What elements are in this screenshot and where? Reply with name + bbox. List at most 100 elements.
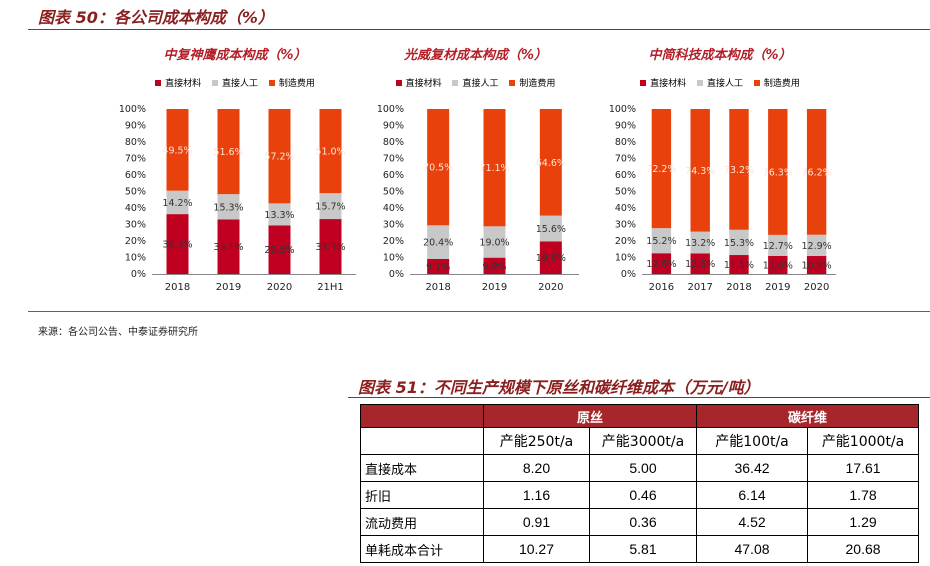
legend-swatch: [155, 79, 162, 86]
legend-item-material: 直接材料: [155, 76, 201, 89]
bar-segment: [217, 109, 240, 195]
y-tick-label: 70%: [615, 154, 636, 165]
y-tick-label: 0%: [131, 269, 146, 280]
bar-segment: [806, 109, 827, 235]
y-tick-label: 70%: [125, 154, 146, 165]
bar-segment: [651, 228, 672, 254]
bar-segment: [427, 225, 450, 259]
legend-item-manufacturing: 制造费用: [509, 76, 555, 89]
y-tick-label: 50%: [383, 187, 404, 198]
group-header-precursor: 原丝: [482, 404, 698, 428]
bar-segment: [166, 109, 189, 191]
data-label: 20.4%: [423, 238, 453, 249]
y-tick-label: 30%: [615, 220, 636, 231]
bar-segment: [768, 109, 788, 235]
legend-label: 制造费用: [763, 79, 800, 89]
y-tick-label: 60%: [615, 170, 636, 181]
table-row: 直接成本 8.20 5.00 36.42 17.61: [360, 454, 920, 482]
y-tick-label: 0%: [621, 269, 636, 280]
table-cell: 20.68: [807, 535, 920, 563]
bar-segment: [729, 255, 749, 274]
table-group-row: 原丝 碳纤维: [360, 404, 920, 428]
table-cell: 1.29: [807, 508, 920, 536]
y-tick-label: 100%: [377, 104, 404, 115]
chart-legend: 直接材料 直接人工 制造费用: [368, 76, 583, 89]
legend-swatch: [696, 79, 703, 86]
bar-segment: [268, 225, 291, 274]
chart-guangwei: 光威复材成本构成（%） 直接材料 直接人工 制造费用 0% 10% 20% 30% 40…: [368, 44, 583, 304]
legend-item-labor: 直接人工: [696, 76, 743, 89]
chart-legend: 直接材料 直接人工 制造费用: [600, 76, 840, 89]
bar-segment: [427, 109, 450, 226]
table-row: 流动费用 0.91 0.36 4.52 1.29: [360, 508, 920, 536]
data-label: 15.3%: [724, 238, 754, 249]
bar-segment: [806, 256, 827, 274]
y-tick-label: 90%: [125, 121, 146, 132]
table-cell: 0.91: [483, 508, 590, 536]
legend-label: 制造费用: [519, 79, 556, 89]
legend-label: 直接材料: [165, 79, 202, 89]
data-label: 57.2%: [264, 152, 294, 163]
legend-label: 直接人工: [462, 79, 499, 89]
y-tick-label: 20%: [125, 236, 146, 247]
stacked-bar-chart: 0% 10% 20% 30% 40% 50% 60% 70% 80% 90% 100% 9.1% 20.…: [377, 104, 579, 293]
legend-label: 直接材料: [650, 79, 687, 89]
legend-swatch: [753, 79, 760, 86]
y-tick-label: 30%: [125, 220, 146, 231]
x-tick-label: 2019: [765, 282, 790, 293]
table-row: 折旧 1.16 0.46 6.14 1.78: [360, 481, 920, 509]
x-tick-label: 2017: [687, 282, 712, 293]
legend-item-labor: 直接人工: [452, 76, 499, 89]
y-tick-label: 20%: [383, 236, 404, 247]
bar-segment: [651, 253, 672, 274]
legend-item-material: 直接材料: [640, 76, 686, 89]
cost-table: 原丝 碳纤维 产能250t/a 产能3000t/a 产能100t/a 产能100…: [360, 404, 920, 563]
table-cell: 5.00: [588, 454, 698, 482]
data-label: 9.1%: [426, 262, 450, 273]
x-tick-label: 2018: [425, 282, 450, 293]
figure-51-title: 图表 51：不同生产规模下原丝和碳纤维成本（万元/吨）: [358, 378, 760, 397]
data-label: 10.9%: [802, 261, 832, 272]
bar-segment: [427, 258, 450, 274]
y-tick-label: 70%: [383, 154, 404, 165]
data-label: 12.9%: [802, 241, 832, 252]
source-rule: [28, 311, 930, 312]
subheader-cell: 产能250t/a: [483, 427, 590, 455]
legend-item-labor: 直接人工: [211, 76, 258, 89]
x-tick-label: 2019: [216, 282, 241, 293]
data-label: 33.3%: [315, 242, 345, 253]
bar-segment: [729, 229, 749, 256]
data-label: 51.6%: [213, 147, 243, 158]
group-header-carbon-fiber: 碳纤维: [696, 404, 920, 428]
bar-segment: [690, 109, 710, 232]
data-label: 74.3%: [685, 166, 715, 177]
y-tick-label: 60%: [383, 170, 404, 181]
legend-swatch: [268, 79, 275, 86]
table-cell: 47.08: [696, 535, 809, 563]
y-tick-label: 50%: [615, 187, 636, 198]
y-tick-label: 40%: [383, 203, 404, 214]
bar-segment: [217, 194, 240, 220]
table-cell: 1.16: [483, 481, 590, 509]
y-tick-label: 10%: [615, 253, 636, 264]
data-label: 13.3%: [264, 210, 294, 221]
legend-label: 制造费用: [278, 79, 315, 89]
bar-segment: [483, 226, 506, 258]
y-tick-label: 40%: [125, 203, 146, 214]
data-label: 73.2%: [724, 165, 754, 176]
bar-segment: [319, 109, 342, 194]
legend-item-material: 直接材料: [395, 76, 442, 89]
data-label: 19.8%: [536, 253, 566, 264]
data-label: 29.5%: [264, 245, 294, 256]
table-cell: 17.61: [807, 454, 920, 482]
table-row: 单耗成本合计 10.27 5.81 47.08 20.68: [360, 535, 920, 563]
figure-50-title: 图表 50：各公司成本构成（%）: [38, 8, 274, 27]
chart-title: 光威复材成本构成（%）: [403, 48, 548, 63]
y-tick-label: 100%: [119, 104, 146, 115]
data-label: 19.0%: [479, 237, 509, 248]
bar-segment: [768, 234, 788, 256]
chart-zhongfu: 中复神鹰成本构成（%） 直接材料 直接人工 制造费用 0% 10% 20% 30% 40…: [110, 44, 360, 304]
table-cell: 1.78: [807, 481, 920, 509]
table-corner-cell: [360, 404, 484, 428]
legend-label: 直接材料: [405, 79, 442, 89]
